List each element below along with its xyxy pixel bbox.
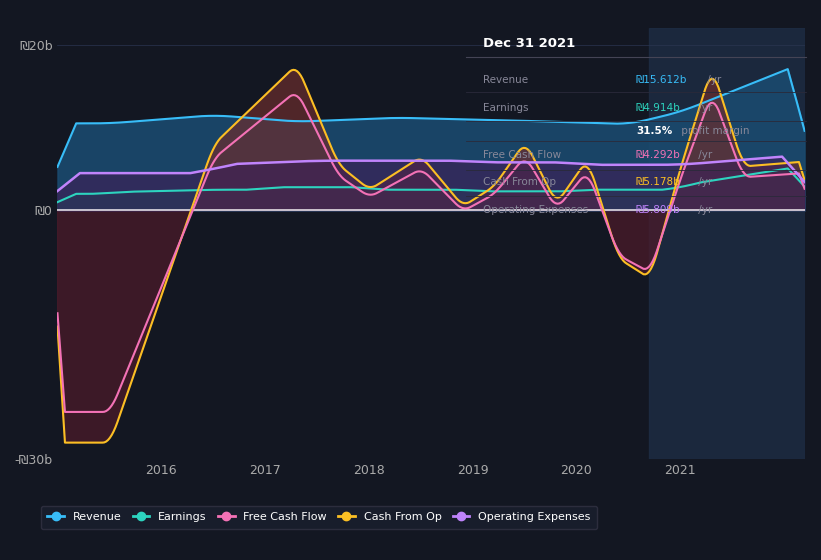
Text: Operating Expenses: Operating Expenses xyxy=(483,206,588,216)
Text: /yr: /yr xyxy=(704,74,722,85)
Legend: Revenue, Earnings, Free Cash Flow, Cash From Op, Operating Expenses: Revenue, Earnings, Free Cash Flow, Cash … xyxy=(40,506,598,529)
Text: ₪5.178b: ₪5.178b xyxy=(635,177,681,187)
Text: Revenue: Revenue xyxy=(483,74,528,85)
Text: Cash From Op: Cash From Op xyxy=(483,177,556,187)
Text: /yr: /yr xyxy=(695,150,713,160)
Text: ₪4.292b: ₪4.292b xyxy=(635,150,681,160)
Text: 31.5%: 31.5% xyxy=(635,126,672,136)
Text: profit margin: profit margin xyxy=(678,126,750,136)
Text: /yr: /yr xyxy=(695,206,713,216)
Text: Free Cash Flow: Free Cash Flow xyxy=(483,150,561,160)
Text: ₪15.612b: ₪15.612b xyxy=(635,74,687,85)
Text: ₪4.914b: ₪4.914b xyxy=(635,103,681,113)
Text: ₪5.809b: ₪5.809b xyxy=(635,206,681,216)
Bar xyxy=(649,28,805,459)
Text: Dec 31 2021: Dec 31 2021 xyxy=(483,37,575,50)
Text: Earnings: Earnings xyxy=(483,103,528,113)
Text: /yr: /yr xyxy=(695,103,713,113)
Text: /yr: /yr xyxy=(695,177,713,187)
